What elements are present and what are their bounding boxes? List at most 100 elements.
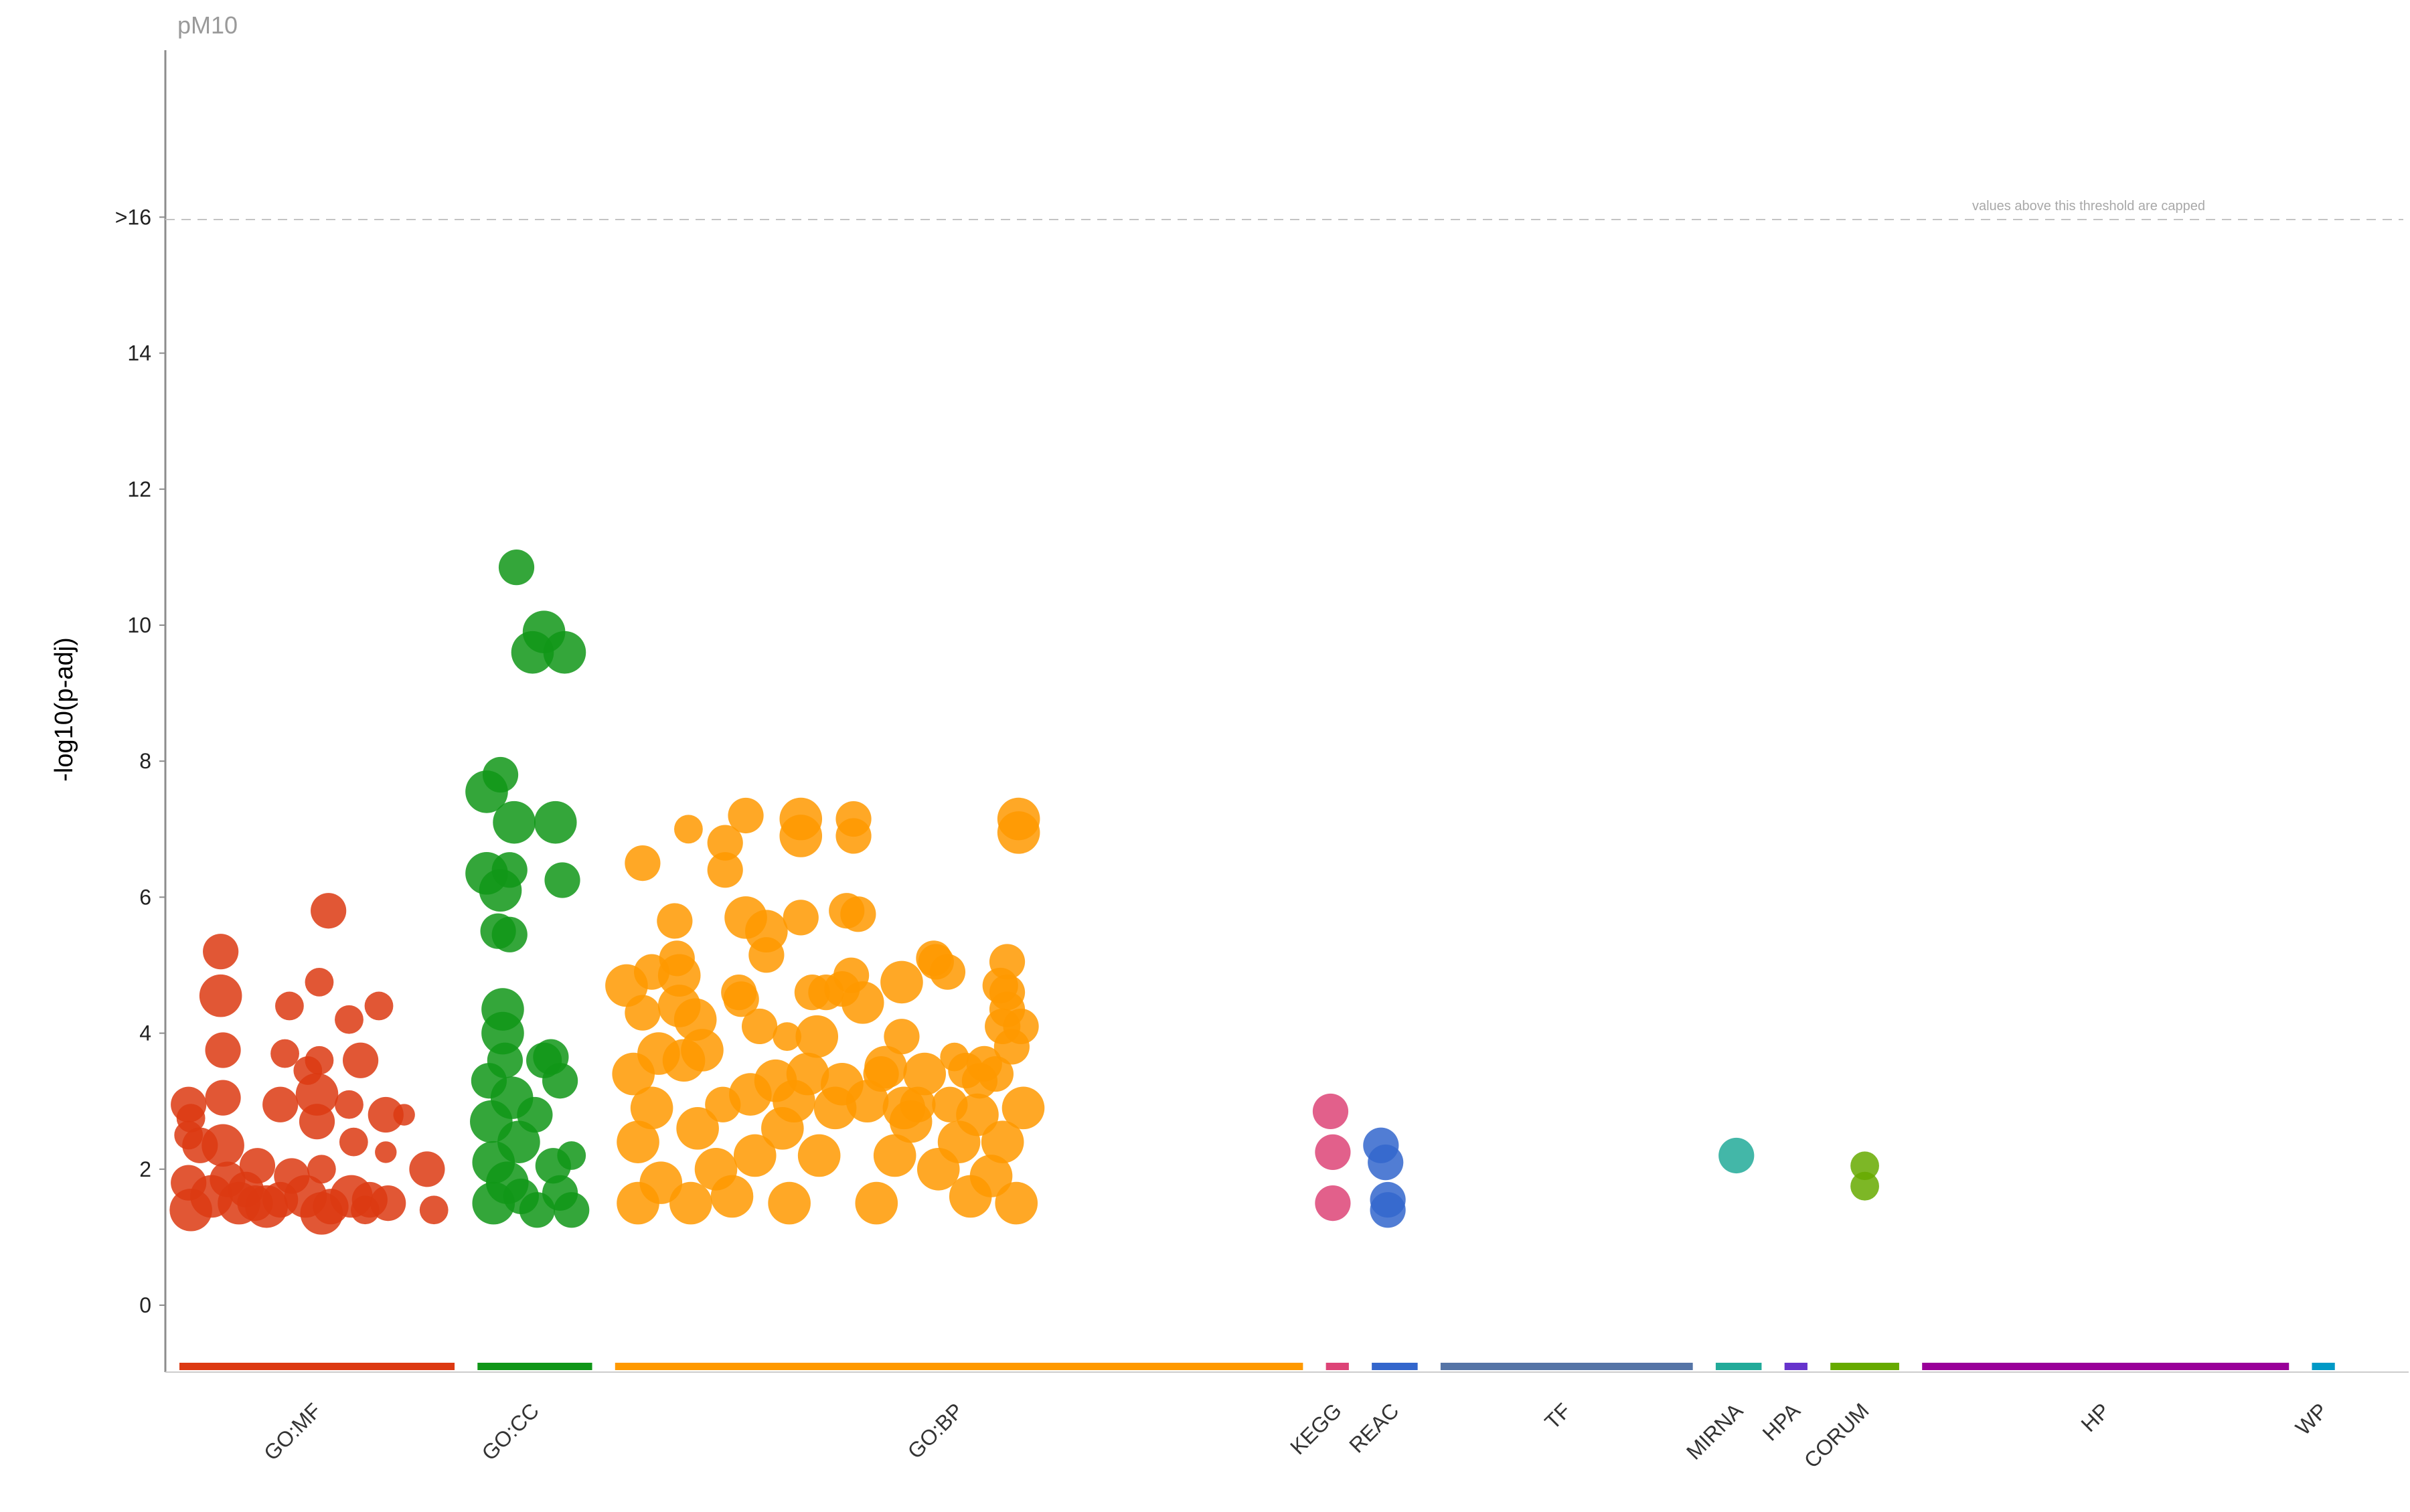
y-tick-label: 4 [139, 1021, 151, 1045]
source-bar [1715, 1363, 1762, 1370]
data-point [491, 916, 528, 952]
data-point [710, 1175, 754, 1218]
data-point [491, 852, 528, 888]
y-tick-label: 12 [127, 477, 151, 501]
data-point [884, 1019, 920, 1055]
data-point [855, 1181, 898, 1225]
data-point [768, 1181, 811, 1225]
source-label: REAC [1344, 1398, 1403, 1457]
data-point [795, 1015, 839, 1058]
data-point [900, 1086, 936, 1122]
source-label: GO:BP [903, 1398, 968, 1463]
data-point [783, 900, 819, 936]
data-point [335, 1090, 364, 1119]
data-point [368, 1096, 404, 1133]
data-point [779, 815, 823, 857]
data-point [657, 903, 693, 939]
data-point [543, 631, 586, 674]
source-bar [615, 1363, 1303, 1370]
data-point [969, 1155, 1013, 1197]
data-point [199, 974, 242, 1017]
threshold-note: values above this threshold are capped [1972, 199, 2205, 214]
data-point [773, 1022, 802, 1052]
data-point [557, 1141, 586, 1170]
data-point [977, 1056, 1014, 1092]
data-point [498, 550, 535, 586]
data-point [929, 954, 966, 990]
data-point [342, 1042, 379, 1078]
data-point [339, 1127, 368, 1157]
data-point [657, 954, 701, 997]
data-point [542, 1063, 578, 1099]
data-point [997, 811, 1040, 854]
data-point [202, 1124, 244, 1167]
series-corum [1850, 1151, 1879, 1201]
data-point [1850, 1171, 1879, 1201]
data-point [493, 801, 536, 844]
data-point [307, 1155, 336, 1184]
data-point [1368, 1145, 1404, 1181]
data-point [707, 825, 743, 861]
source-bar [2312, 1363, 2335, 1370]
data-point [335, 1005, 364, 1034]
y-tick-label: 2 [139, 1157, 151, 1181]
y-tick-label: 14 [127, 341, 151, 365]
data-point [305, 1045, 334, 1075]
y-tick-label: >16 [115, 205, 151, 229]
source-bar [1784, 1363, 1807, 1370]
data-point [723, 981, 759, 1017]
data-point [544, 862, 580, 898]
series-go-mf [169, 893, 449, 1235]
data-point [1370, 1192, 1406, 1228]
data-point [375, 1141, 397, 1163]
y-axis-label: -log10(p-adj) [50, 637, 78, 781]
data-point [864, 1045, 907, 1089]
y-axis-ticks: 0 2 4 6 8 10 12 14 >16 [115, 205, 165, 1317]
source-label: KEGG [1285, 1398, 1346, 1459]
data-point [748, 937, 785, 973]
source-bar [1922, 1363, 2290, 1370]
data-point [482, 756, 519, 793]
data-point [1315, 1185, 1351, 1222]
data-point [674, 815, 703, 844]
data-point [956, 1093, 999, 1137]
data-point [989, 944, 1026, 980]
data-point [840, 896, 876, 932]
data-point [1850, 1151, 1879, 1181]
data-point [393, 1104, 415, 1126]
data-point [311, 893, 347, 929]
source-label: MIRNA [1682, 1398, 1748, 1464]
data-point [534, 801, 577, 844]
data-point [262, 1086, 299, 1122]
data-point [270, 1039, 299, 1068]
source-bar [179, 1363, 455, 1370]
y-tick-label: 6 [139, 885, 151, 909]
data-point [669, 1181, 712, 1225]
source-bar [1372, 1363, 1418, 1370]
source-label: HP [2076, 1398, 2114, 1436]
data-point [981, 1120, 1024, 1163]
series-kegg [1312, 1093, 1351, 1222]
data-point [625, 845, 661, 881]
source-label: WP [2291, 1398, 2332, 1440]
data-point [409, 1151, 445, 1187]
data-point [203, 934, 239, 970]
data-point [741, 1008, 778, 1045]
source-label: TF [1540, 1398, 1575, 1434]
source-label: GO:MF [259, 1398, 326, 1465]
data-point [639, 1161, 683, 1204]
y-tick-label: 8 [139, 749, 151, 773]
data-point [728, 797, 764, 834]
series-go-bp [605, 797, 1045, 1225]
data-point [554, 1192, 590, 1228]
source-label: HPA [1758, 1398, 1805, 1446]
source-bar [1440, 1363, 1693, 1370]
source-bar [1326, 1363, 1349, 1370]
y-tick-label: 0 [139, 1293, 151, 1317]
y-tick-label: 10 [127, 613, 151, 637]
data-points [169, 550, 1879, 1235]
source-label: GO:CC [477, 1398, 544, 1465]
data-point [880, 960, 923, 1004]
